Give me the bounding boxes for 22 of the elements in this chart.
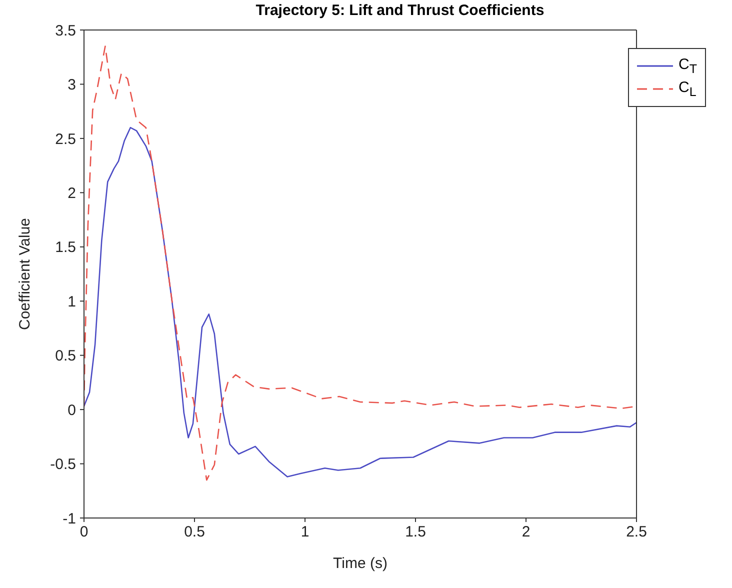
y-tick-label: 2.5 — [55, 130, 76, 148]
x-tick-label: 2 — [522, 524, 530, 541]
y-axis-title: Coefficient Value — [16, 218, 34, 330]
x-tick-label: 0.5 — [184, 524, 205, 541]
y-tick-label: 3.5 — [55, 22, 76, 40]
y-tick-label: 3 — [68, 76, 76, 94]
y-tick-label: 1 — [68, 293, 76, 310]
line-series — [84, 126, 637, 478]
x-axis-title: Time (s) — [333, 555, 388, 572]
y-tick-label: 0 — [68, 402, 76, 419]
x-tick-label: 1.5 — [405, 524, 426, 541]
y-tick-label: -0.5 — [50, 456, 76, 474]
y-tick-label: 2 — [68, 184, 76, 202]
y-tick-label: -1 — [62, 510, 76, 528]
legend-label: C$_{T}$ — [678, 56, 697, 76]
legend-label: C$_{L}$ — [678, 79, 696, 99]
x-tick-label: 1 — [300, 524, 310, 541]
chart-title: Trajectory 5: Lift and Thrust Coefficients — [254, 2, 546, 19]
x-tick-label: 2.5 — [626, 524, 647, 541]
x-tick-label: 0 — [80, 524, 88, 541]
y-tick-label: 0.5 — [55, 348, 76, 365]
y-tick-label: 1.5 — [55, 239, 76, 256]
